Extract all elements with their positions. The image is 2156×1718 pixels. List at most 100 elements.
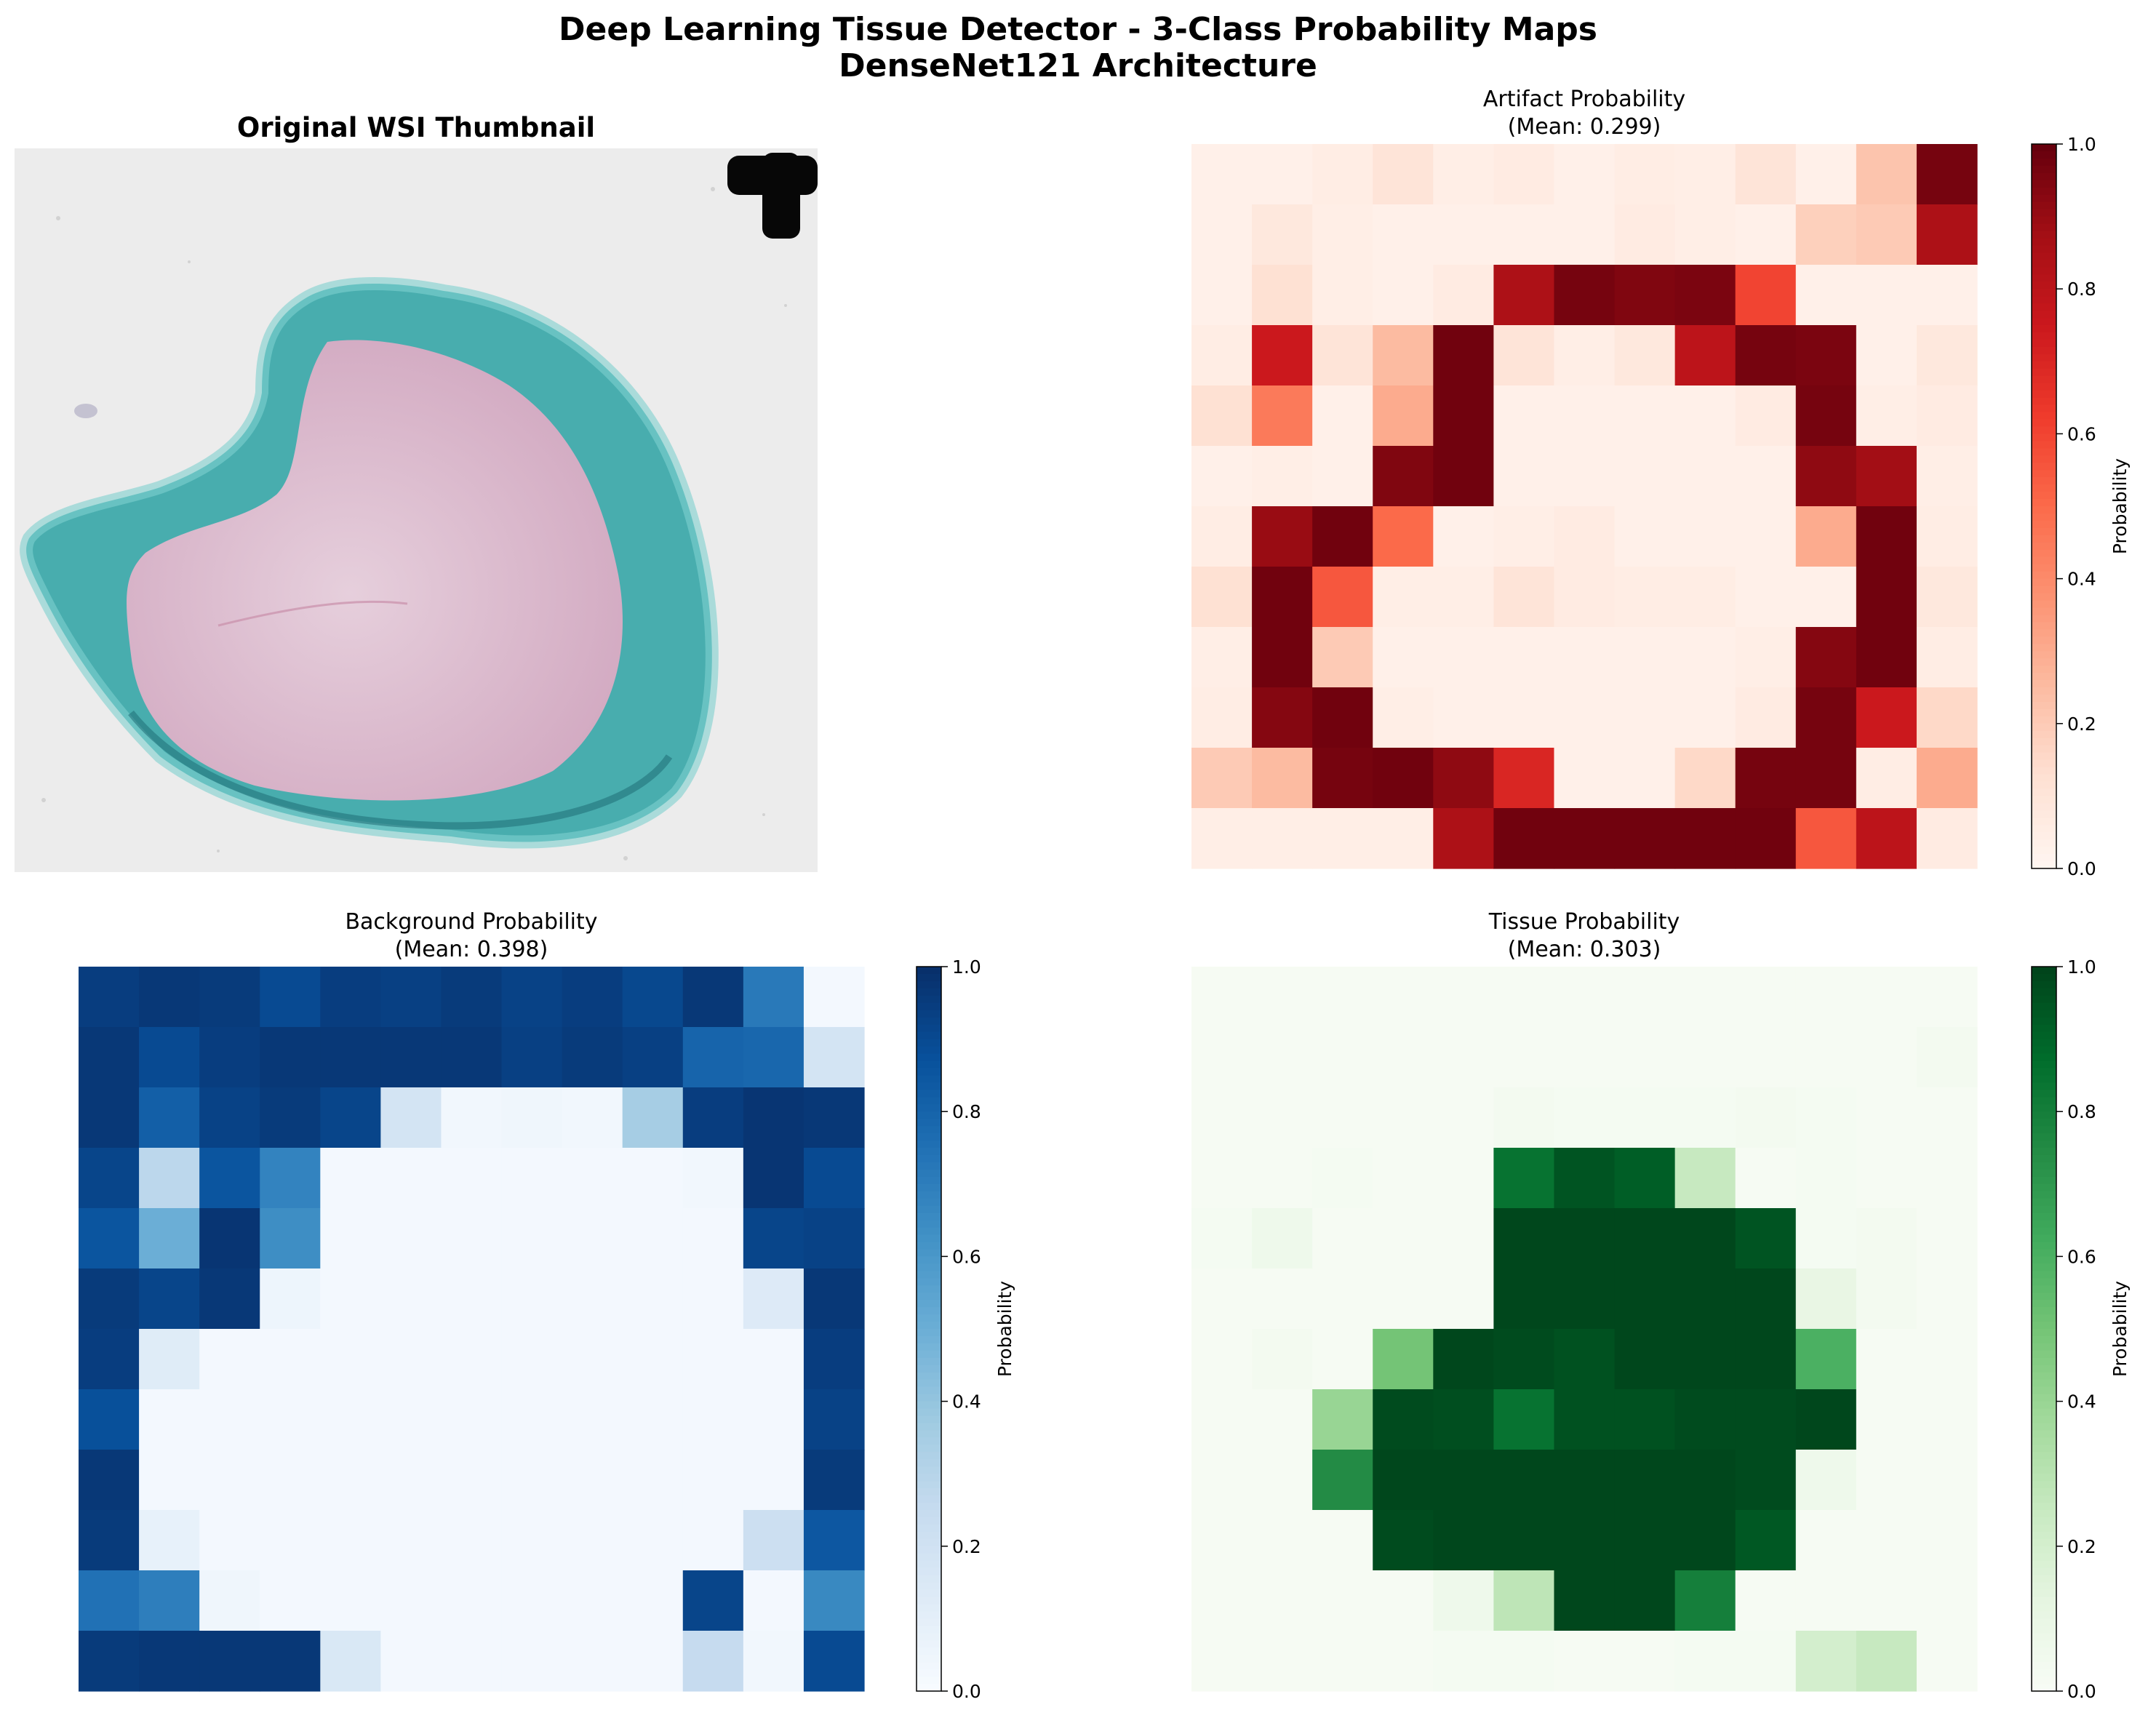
tissue-cell-r1-c0 xyxy=(1191,1027,1253,1088)
tissue-colorbar-segment xyxy=(2032,1183,2056,1192)
tissue-colorbar-segment xyxy=(2032,1524,2056,1533)
artifact-cell-r3-c1 xyxy=(1252,325,1313,386)
tissue-cell-r8-c7 xyxy=(1614,1450,1676,1511)
tissue-cell-r8-c5 xyxy=(1493,1450,1555,1511)
background-cell-r7-c2 xyxy=(199,1389,260,1450)
artifact-cell-r5-c0 xyxy=(1191,446,1253,507)
background-cell-r3-c2 xyxy=(199,1148,260,1209)
artifact-cell-r11-c1 xyxy=(1252,808,1313,869)
background-cell-r5-c3 xyxy=(260,1268,321,1330)
background-colorbar-segment xyxy=(917,1234,941,1243)
artifact-colorbar-segment xyxy=(2032,484,2056,492)
background-cell-r4-c10 xyxy=(682,1208,744,1269)
background-cell-r4-c7 xyxy=(501,1208,563,1269)
tissue-cell-r7-c11 xyxy=(1856,1389,1917,1450)
artifact-cell-r1-c10 xyxy=(1795,204,1857,265)
background-cell-r6-c11 xyxy=(743,1329,804,1390)
tissue-cell-r4-c1 xyxy=(1252,1208,1313,1269)
tissue-cells xyxy=(1191,967,1978,1692)
tissue-cell-r4-c9 xyxy=(1735,1208,1797,1269)
tissue-cell-r2-c10 xyxy=(1795,1087,1857,1148)
artifact-colorbar-segment xyxy=(2032,325,2056,333)
artifact-cell-r11-c4 xyxy=(1433,808,1494,869)
tissue-cell-r10-c8 xyxy=(1674,1570,1736,1631)
background-cell-r5-c2 xyxy=(199,1268,260,1330)
background-colorbar-segment xyxy=(917,1582,941,1591)
tissue-colorbar-segment xyxy=(2032,1618,2056,1627)
artifact-colorbar-segment xyxy=(2032,680,2056,688)
background-cell-r5-c6 xyxy=(441,1268,503,1330)
tissue-cell-r7-c2 xyxy=(1312,1389,1373,1450)
background-cell-r9-c2 xyxy=(199,1510,260,1571)
tissue-cell-r0-c12 xyxy=(1916,967,1978,1028)
background-colorbar-segment xyxy=(917,1271,941,1279)
tissue-cell-r6-c12 xyxy=(1916,1329,1978,1390)
background-cell-r7-c8 xyxy=(562,1389,623,1450)
artifact-cell-r0-c9 xyxy=(1735,144,1797,205)
background-cell-r2-c11 xyxy=(743,1087,804,1148)
tissue-colorbar-segment xyxy=(2032,1495,2056,1503)
artifact-colorbar-segment xyxy=(2032,600,2056,609)
tissue-cell-r3-c3 xyxy=(1373,1148,1434,1209)
tissue-cell-r2-c5 xyxy=(1493,1087,1555,1148)
artifact-colorbar-segment xyxy=(2032,716,2056,724)
background-cell-r9-c10 xyxy=(682,1510,744,1571)
tissue-colorbar-segment xyxy=(2032,1647,2056,1655)
tissue-cell-r9-c9 xyxy=(1735,1510,1797,1571)
tissue-colorbar-segment xyxy=(2032,1191,2056,1199)
artifact-colorbar-segment xyxy=(2032,752,2056,761)
artifact-colorbar-frame xyxy=(2031,143,2057,869)
background-cell-r11-c3 xyxy=(260,1631,321,1692)
tissue-colorbar-segment xyxy=(2032,1503,2056,1511)
background-colorbar-segment xyxy=(917,1024,941,1033)
background-colorbar-segment xyxy=(917,1140,941,1148)
tissue-cell-r0-c1 xyxy=(1252,967,1313,1028)
artifact-colorbar-segment xyxy=(2032,651,2056,659)
tissue-cell-r3-c8 xyxy=(1674,1148,1736,1209)
tissue-colorbar-segment xyxy=(2032,1133,2056,1141)
tissue-cell-r2-c6 xyxy=(1554,1087,1616,1148)
tissue-colorbar-segment xyxy=(2032,1604,2056,1613)
tissue-cell-r6-c11 xyxy=(1856,1329,1917,1390)
tissue-cell-r2-c11 xyxy=(1856,1087,1917,1148)
tissue-colorbar-segment xyxy=(2032,1611,2056,1620)
background-colorbar-segment xyxy=(917,1010,941,1018)
tissue-cell-r7-c6 xyxy=(1554,1389,1616,1450)
background-cell-r7-c5 xyxy=(380,1389,442,1450)
artifact-colorbar-segment xyxy=(2032,839,2056,847)
tissue-colorbar-segment xyxy=(2032,1256,2056,1265)
artifact-colorbar-label: Probability xyxy=(2109,458,2131,554)
artifact-colorbar-segment xyxy=(2032,506,2056,514)
artifact-cell-r2-c1 xyxy=(1252,265,1313,326)
artifact-colorbar-segment xyxy=(2032,730,2056,739)
artifact-colorbar-segment xyxy=(2032,470,2056,478)
tissue-colorbar-segment xyxy=(2032,1090,2056,1098)
tissue-colorbar-segment xyxy=(2032,1510,2056,1518)
artifact-colorbar-segment xyxy=(2032,499,2056,507)
artifact-cell-r3-c9 xyxy=(1735,325,1797,386)
tissue-cell-r5-c10 xyxy=(1795,1268,1857,1330)
background-colorbar-segment xyxy=(917,1647,941,1655)
background-colorbar-segment xyxy=(917,1553,941,1562)
artifact-colorbar-segment xyxy=(2032,666,2056,674)
artifact-colorbar-segment xyxy=(2032,463,2056,471)
tissue-cell-r0-c7 xyxy=(1614,967,1676,1028)
tissue-cell-r9-c10 xyxy=(1795,1510,1857,1571)
artifact-cell-r3-c10 xyxy=(1795,325,1857,386)
background-cell-r7-c1 xyxy=(139,1389,200,1450)
artifact-colorbar-segment xyxy=(2032,455,2056,464)
tissue-cell-r10-c10 xyxy=(1795,1570,1857,1631)
artifact-cell-r1-c2 xyxy=(1312,204,1373,265)
tissue-colorbar-segment xyxy=(2032,1249,2056,1258)
background-cell-r4-c1 xyxy=(139,1208,200,1269)
artifact-cell-r4-c2 xyxy=(1312,385,1373,447)
background-cell-r10-c2 xyxy=(199,1570,260,1631)
background-cell-r10-c0 xyxy=(79,1570,140,1631)
tissue-colorbar-segment xyxy=(2032,1466,2056,1474)
artifact-colorbar-segment xyxy=(2032,397,2056,406)
artifact-colorbar-segment xyxy=(2032,520,2056,529)
tissue-colorbar-segment xyxy=(2032,1140,2056,1148)
background-cell-r2-c3 xyxy=(260,1087,321,1148)
artifact-colorbar-segment xyxy=(2032,701,2056,710)
